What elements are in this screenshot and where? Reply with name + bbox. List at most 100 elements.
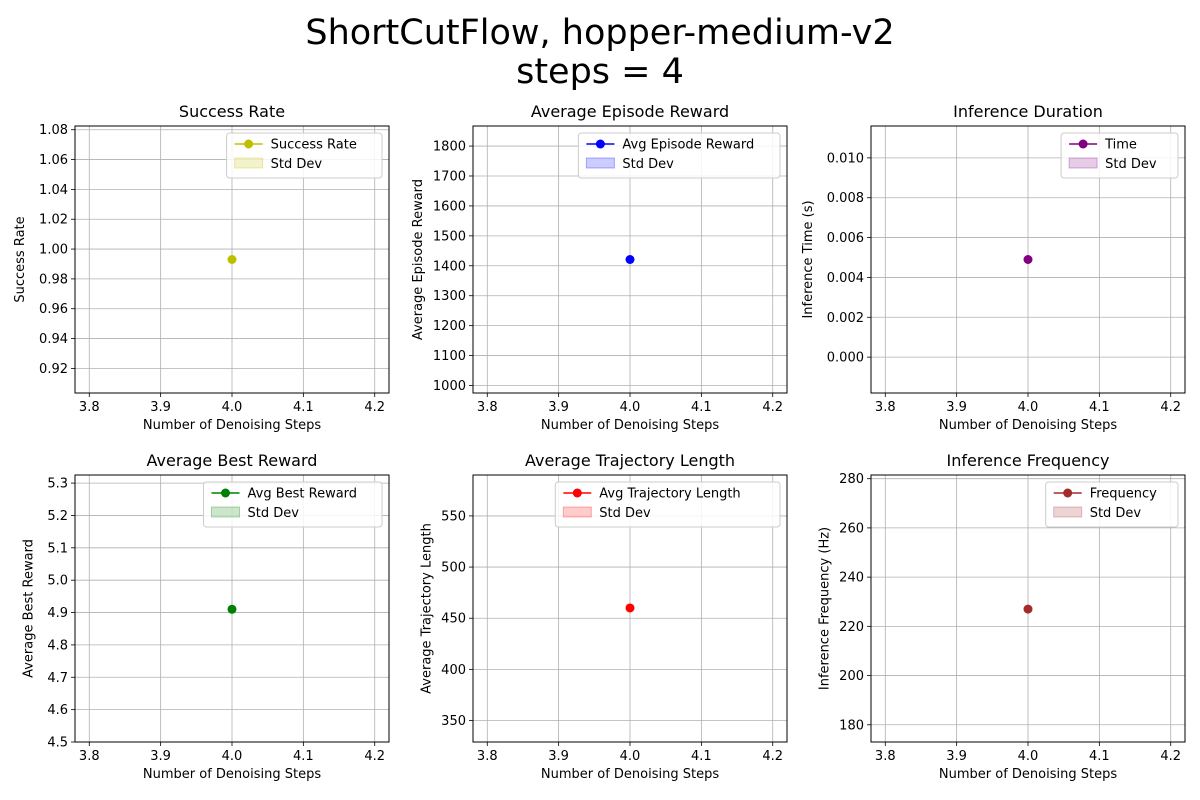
y-tick-label: 1.00: [39, 243, 68, 258]
x-axis-label: Number of Denoising Steps: [541, 767, 719, 782]
x-tick-label: 4.2: [762, 749, 783, 764]
y-tick-label: 0.94: [39, 332, 68, 347]
x-axis-label: Number of Denoising Steps: [541, 418, 719, 433]
x-tick-label: 4.2: [1160, 749, 1181, 764]
x-axis-label: Number of Denoising Steps: [939, 767, 1117, 782]
legend-label-series: Success Rate: [271, 138, 357, 153]
y-tick-label: 4.9: [47, 606, 68, 621]
y-tick-label: 5.0: [47, 574, 68, 589]
legend-box: [226, 132, 383, 179]
legend: Avg Best Reward Std Dev: [203, 481, 383, 528]
subplot-title: Inference Frequency: [947, 451, 1110, 470]
legend-label-std: Std Dev: [1090, 506, 1142, 521]
subplot-title: Success Rate: [179, 102, 285, 121]
x-tick-label: 4.1: [293, 400, 314, 415]
y-tick-label: 1.04: [39, 183, 68, 198]
y-tick-label: 0.010: [827, 151, 864, 166]
y-tick-label: 4.6: [47, 703, 68, 718]
y-axis-label: Inference Time (s): [801, 200, 816, 318]
legend: Frequency Std Dev: [1045, 481, 1179, 528]
legend-label-std: Std Dev: [248, 506, 300, 521]
legend-std-handle: [1068, 157, 1098, 169]
x-axis-label: Number of Denoising Steps: [939, 418, 1117, 433]
data-point: [625, 255, 635, 264]
x-tick-label: 3.9: [150, 749, 171, 764]
legend-std-handle: [234, 157, 264, 169]
legend-marker-handle: [572, 488, 582, 498]
y-tick-label: 280: [839, 472, 864, 487]
y-tick-label: 4.7: [47, 671, 68, 686]
x-tick-label: 3.8: [79, 749, 100, 764]
x-tick-label: 3.9: [946, 400, 967, 415]
x-tick-label: 3.9: [150, 400, 171, 415]
legend-std-handle: [211, 506, 240, 518]
legend: Success Rate Std Dev: [226, 132, 383, 179]
x-tick-label: 4.1: [1089, 749, 1110, 764]
legend: Avg Episode Reward Std Dev: [577, 132, 781, 179]
y-tick-label: 200: [839, 669, 864, 684]
subplot-1: 3.8 3.9 4.0 4.1 4.2 0.92 0.94 0.96 0.98 1.00 1.02 1…: [13, 102, 390, 433]
y-tick-label: 0.008: [827, 191, 864, 206]
data-point: [625, 603, 635, 613]
legend-label-std: Std Dev: [599, 506, 651, 521]
subplot-4: 3.8 3.9 4.0 4.1 4.2 4.5 4.6 4.7 4.8 4.9 5.0 5.1 5.2 5…: [21, 451, 390, 782]
subplot-3: 3.8 3.9 4.0 4.1 4.2 0.000 0.002 0.004 0.006 0.008…: [801, 102, 1186, 433]
legend-marker-handle: [221, 488, 230, 498]
x-axis-label: Number of Denoising Steps: [143, 767, 321, 782]
x-tick-label: 3.9: [946, 749, 967, 764]
legend-marker-handle: [595, 139, 605, 149]
y-tick-label: 5.2: [47, 509, 68, 524]
x-tick-label: 4.0: [1018, 749, 1039, 764]
data-point: [1023, 255, 1033, 264]
legend-box: [577, 132, 781, 179]
x-tick-label: 4.1: [691, 400, 712, 415]
y-tick-label: 0.96: [39, 302, 68, 317]
legend-std-handle: [562, 506, 592, 518]
subplot-5: 3.8 3.9 4.0 4.1 4.2 350 400 450 500 550 Average Tr…: [419, 451, 788, 782]
x-tick-label: 3.9: [548, 749, 569, 764]
x-tick-label: 3.8: [875, 749, 896, 764]
y-tick-label: 5.1: [47, 541, 68, 556]
y-tick-label: 4.5: [47, 736, 68, 751]
legend-std-handle: [1053, 506, 1083, 518]
x-tick-label: 4.1: [293, 749, 314, 764]
y-tick-label: 350: [441, 714, 466, 729]
legend: Avg Trajectory Length Std Dev: [554, 481, 781, 528]
subplot-6: 3.8 3.9 4.0 4.1 4.2 180 200 220 240 260 280 Inferen…: [817, 451, 1186, 782]
legend-label-std: Std Dev: [622, 157, 674, 172]
subplot-title: Inference Duration: [953, 102, 1103, 121]
figure-title-line2: steps = 4: [516, 52, 684, 92]
x-tick-label: 3.8: [79, 400, 100, 415]
subplot-2: 3.8 3.9 4.0 4.1 4.2 1000 1100 1200 1300 1400 1500 1…: [411, 102, 788, 433]
x-tick-label: 4.0: [620, 400, 641, 415]
legend: Time Std Dev: [1060, 132, 1179, 179]
y-tick-label: 1.08: [39, 123, 68, 138]
y-tick-label: 1600: [433, 199, 466, 214]
figure-title-line1: ShortCutFlow, hopper-medium-v2: [305, 13, 894, 53]
legend-box: [554, 481, 781, 528]
subplot-grid: 3.8 3.9 4.0 4.1 4.2 0.92 0.94 0.96 0.98 1.00 1.02 1…: [13, 102, 1186, 782]
y-tick-label: 1300: [433, 289, 466, 304]
legend-label-series: Time: [1104, 138, 1137, 153]
y-tick-label: 450: [441, 612, 466, 627]
x-tick-label: 4.0: [222, 400, 243, 415]
y-axis-label: Average Best Reward: [21, 539, 36, 678]
y-axis-label: Average Episode Reward: [411, 179, 426, 340]
x-tick-label: 3.8: [477, 400, 498, 415]
x-tick-label: 3.9: [548, 400, 569, 415]
legend-label-series: Avg Episode Reward: [622, 138, 754, 153]
y-tick-label: 5.3: [47, 477, 68, 492]
legend-label-std: Std Dev: [1105, 157, 1157, 172]
x-tick-label: 4.0: [222, 749, 243, 764]
x-tick-label: 4.0: [1018, 400, 1039, 415]
legend-label-series: Avg Best Reward: [248, 487, 358, 502]
y-tick-label: 1100: [433, 349, 466, 364]
data-point: [227, 604, 237, 614]
y-tick-label: 550: [441, 509, 466, 524]
x-tick-label: 3.8: [875, 400, 896, 415]
data-point: [227, 255, 237, 264]
y-tick-label: 240: [839, 571, 864, 586]
x-tick-label: 4.1: [691, 749, 712, 764]
x-tick-label: 4.2: [364, 749, 385, 764]
